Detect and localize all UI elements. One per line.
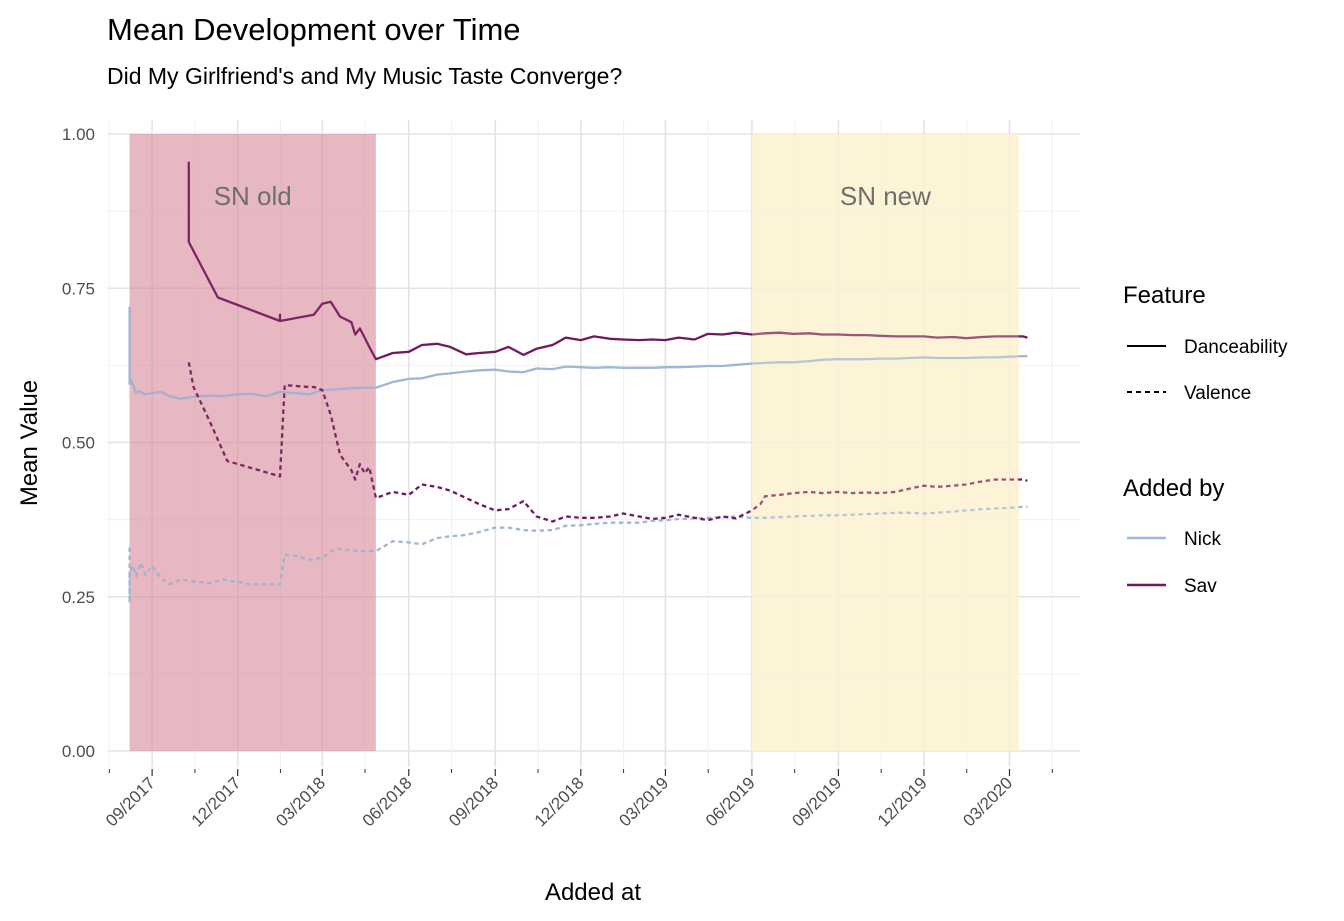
legend: Feature Danceability Valence Added by Nick Sa… bbox=[1123, 282, 1288, 597]
highlight-region bbox=[129, 134, 376, 751]
x-tick-label: 03/2019 bbox=[615, 773, 672, 830]
y-tick-label: 0.25 bbox=[62, 588, 95, 607]
series-line bbox=[128, 505, 1028, 605]
y-tick-label: 0.50 bbox=[62, 434, 95, 453]
legend-title-feature: Feature bbox=[1123, 282, 1206, 309]
x-tick-label: 03/2020 bbox=[959, 773, 1016, 830]
x-tick-label: 12/2018 bbox=[531, 773, 588, 830]
series-line bbox=[128, 306, 1028, 400]
region-labels: SN old SN new bbox=[129, 134, 1019, 751]
y-axis-title: Mean Value bbox=[16, 380, 43, 506]
x-tick-label: 12/2017 bbox=[188, 773, 245, 830]
y-tick-label: 1.00 bbox=[62, 125, 95, 144]
series-lines bbox=[128, 161, 1028, 605]
legend-label-danceability: Danceability bbox=[1184, 337, 1288, 358]
series-line bbox=[187, 161, 1028, 361]
highlight-regions bbox=[129, 134, 1019, 751]
highlight-region-overlay bbox=[751, 134, 1019, 751]
legend-label-valence: Valence bbox=[1184, 383, 1251, 404]
chart-subtitle: Did My Girlfriend's and My Music Taste C… bbox=[107, 63, 622, 89]
region-label: SN old bbox=[214, 181, 292, 211]
highlight-region-overlay bbox=[129, 134, 376, 751]
x-tick-label: 09/2017 bbox=[102, 773, 159, 830]
x-tick-label: 09/2018 bbox=[445, 773, 502, 830]
series-line bbox=[187, 362, 1028, 523]
y-tick-label: 0.75 bbox=[62, 279, 95, 298]
x-tick-label: 09/2019 bbox=[788, 773, 845, 830]
legend-label-sav: Sav bbox=[1184, 576, 1217, 597]
chart-title: Mean Development over Time bbox=[107, 12, 521, 47]
x-tick-label: 06/2018 bbox=[359, 773, 416, 830]
legend-label-nick: Nick bbox=[1184, 529, 1221, 550]
x-tick-label: 06/2019 bbox=[702, 773, 759, 830]
y-tick-label: 0.00 bbox=[62, 742, 95, 761]
legend-title-added-by: Added by bbox=[1123, 475, 1224, 502]
x-tick-label: 12/2019 bbox=[874, 773, 931, 830]
highlight-region bbox=[751, 134, 1019, 751]
region-label: SN new bbox=[840, 181, 931, 211]
x-tick-label: 03/2018 bbox=[272, 773, 329, 830]
x-axis-title: Added at bbox=[545, 879, 641, 906]
